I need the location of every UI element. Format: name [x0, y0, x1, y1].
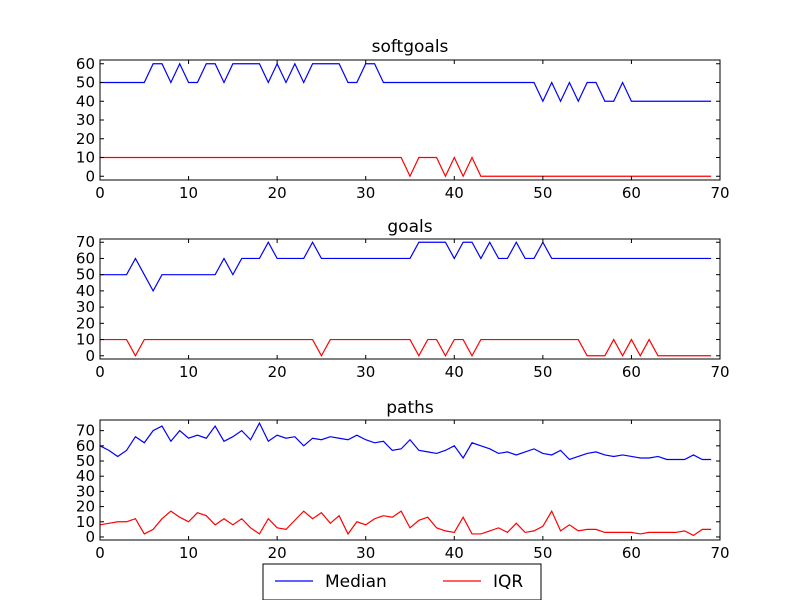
- x-tick-label: 0: [95, 363, 105, 381]
- legend-label-median: Median: [325, 572, 387, 592]
- y-tick-label: 50: [76, 266, 95, 284]
- y-tick-label: 40: [76, 92, 95, 110]
- x-tick-label: 10: [179, 544, 198, 562]
- y-tick-label: 0: [85, 167, 95, 185]
- x-tick-label: 10: [179, 184, 198, 202]
- x-tick-label: 20: [268, 544, 287, 562]
- series-line-iqr: [100, 156, 712, 178]
- series-line-median: [99, 421, 712, 461]
- x-tick-label: 70: [710, 363, 729, 381]
- x-tick-label: 50: [533, 184, 552, 202]
- x-tick-label: 10: [179, 363, 198, 381]
- y-tick-label: 60: [76, 249, 95, 267]
- x-tick-label: 30: [356, 544, 375, 562]
- plot-frame: [99, 59, 721, 181]
- y-tick-label: 70: [76, 422, 95, 440]
- y-tick-label: 40: [76, 467, 95, 485]
- series-line-iqr: [100, 338, 712, 358]
- x-tick-label: 20: [268, 363, 287, 381]
- plot-frame: [99, 238, 721, 360]
- y-tick-label: 10: [76, 513, 95, 531]
- y-tick-label: 40: [76, 282, 95, 300]
- y-tick-label: 30: [76, 482, 95, 500]
- x-tick-label: 0: [95, 544, 105, 562]
- y-tick-label: 0: [85, 347, 95, 365]
- x-tick-label: 60: [622, 544, 641, 562]
- chart-title: softgoals: [372, 37, 449, 57]
- chart-title: paths: [386, 398, 434, 418]
- x-tick-label: 70: [710, 544, 729, 562]
- x-tick-label: 40: [445, 363, 464, 381]
- x-tick-label: 30: [356, 184, 375, 202]
- x-tick-label: 30: [356, 363, 375, 381]
- y-tick-label: 70: [76, 233, 95, 251]
- x-tick-label: 50: [533, 363, 552, 381]
- series-line-median: [100, 62, 712, 103]
- x-tick-label: 60: [622, 363, 641, 381]
- x-tick-label: 40: [445, 544, 464, 562]
- y-tick-label: 50: [76, 74, 95, 92]
- y-tick-label: 20: [76, 314, 95, 332]
- y-tick-label: 30: [76, 111, 95, 129]
- y-tick-label: 0: [85, 528, 95, 546]
- y-tick-label: 20: [76, 130, 95, 148]
- legend-label-iqr: IQR: [493, 572, 523, 592]
- y-tick-label: 60: [76, 55, 95, 73]
- x-tick-label: 50: [533, 544, 552, 562]
- y-tick-label: 60: [76, 437, 95, 455]
- chart-title: goals: [387, 217, 432, 237]
- y-tick-label: 50: [76, 452, 95, 470]
- plot-frame: [99, 419, 721, 541]
- x-tick-label: 60: [622, 184, 641, 202]
- y-tick-label: 10: [76, 149, 95, 167]
- x-tick-label: 20: [268, 184, 287, 202]
- y-tick-label: 20: [76, 498, 95, 516]
- x-tick-label: 40: [445, 184, 464, 202]
- series-line-iqr: [99, 509, 712, 537]
- legend-box: [262, 563, 542, 600]
- legend: Median IQR: [262, 563, 542, 600]
- x-tick-label: 0: [95, 184, 105, 202]
- y-tick-label: 30: [76, 298, 95, 316]
- series-line-median: [100, 240, 712, 293]
- x-tick-label: 70: [710, 184, 729, 202]
- y-tick-label: 10: [76, 331, 95, 349]
